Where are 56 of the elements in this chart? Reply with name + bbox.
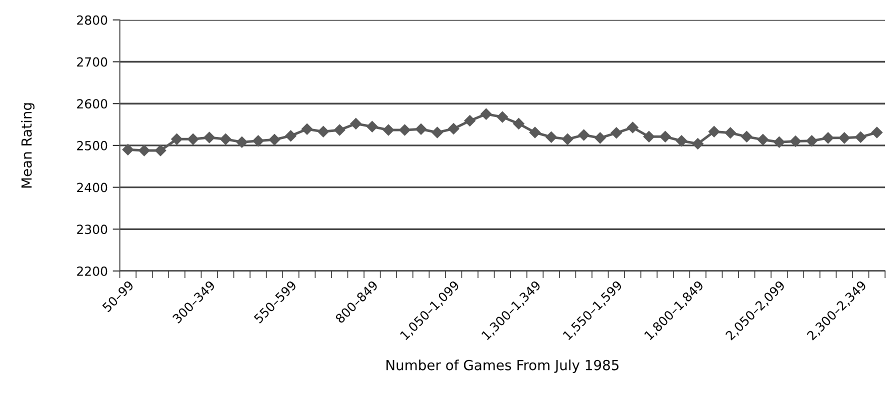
point — [415, 124, 427, 135]
point — [627, 122, 638, 134]
point — [855, 131, 866, 143]
point — [187, 134, 199, 145]
point — [399, 124, 410, 136]
point — [236, 136, 248, 148]
point — [838, 132, 850, 144]
point — [220, 134, 232, 145]
point — [268, 134, 280, 146]
point — [252, 135, 264, 146]
point — [204, 132, 215, 144]
point — [692, 138, 704, 150]
point — [382, 124, 394, 136]
point — [708, 126, 720, 138]
point — [529, 126, 541, 138]
point — [660, 131, 671, 142]
point — [724, 127, 736, 139]
point — [822, 132, 834, 144]
point — [790, 136, 802, 147]
point — [432, 126, 443, 138]
y-tick-label: 2700 — [77, 57, 108, 67]
point — [806, 135, 818, 146]
y-tick-label: 2200 — [77, 266, 108, 276]
point — [741, 131, 752, 142]
point — [334, 124, 346, 136]
point — [496, 111, 508, 123]
point — [138, 144, 150, 156]
point — [757, 134, 769, 146]
x-axis-title: Number of Games From July 1985 — [386, 360, 618, 374]
y-tick-label: 2300 — [77, 224, 108, 234]
point — [318, 126, 329, 138]
point — [122, 144, 134, 156]
point — [301, 124, 313, 135]
point — [350, 118, 362, 130]
point — [562, 134, 574, 145]
y-tick-label: 2400 — [77, 182, 108, 192]
point — [464, 115, 476, 126]
point — [480, 108, 492, 120]
point — [676, 135, 688, 146]
point — [546, 131, 557, 143]
point — [366, 121, 378, 132]
point — [774, 136, 785, 148]
y-tick-label: 2800 — [77, 15, 108, 25]
point — [154, 144, 166, 156]
point — [578, 129, 590, 141]
y-axis-title: Mean Rating — [21, 103, 35, 188]
point — [448, 123, 460, 134]
point — [871, 126, 883, 138]
point — [610, 127, 622, 139]
point — [171, 134, 182, 145]
point — [513, 118, 524, 130]
y-tick-label: 2600 — [77, 99, 108, 109]
point — [643, 131, 655, 142]
point — [594, 132, 606, 144]
point — [285, 130, 296, 142]
y-tick-label: 2500 — [77, 140, 108, 150]
